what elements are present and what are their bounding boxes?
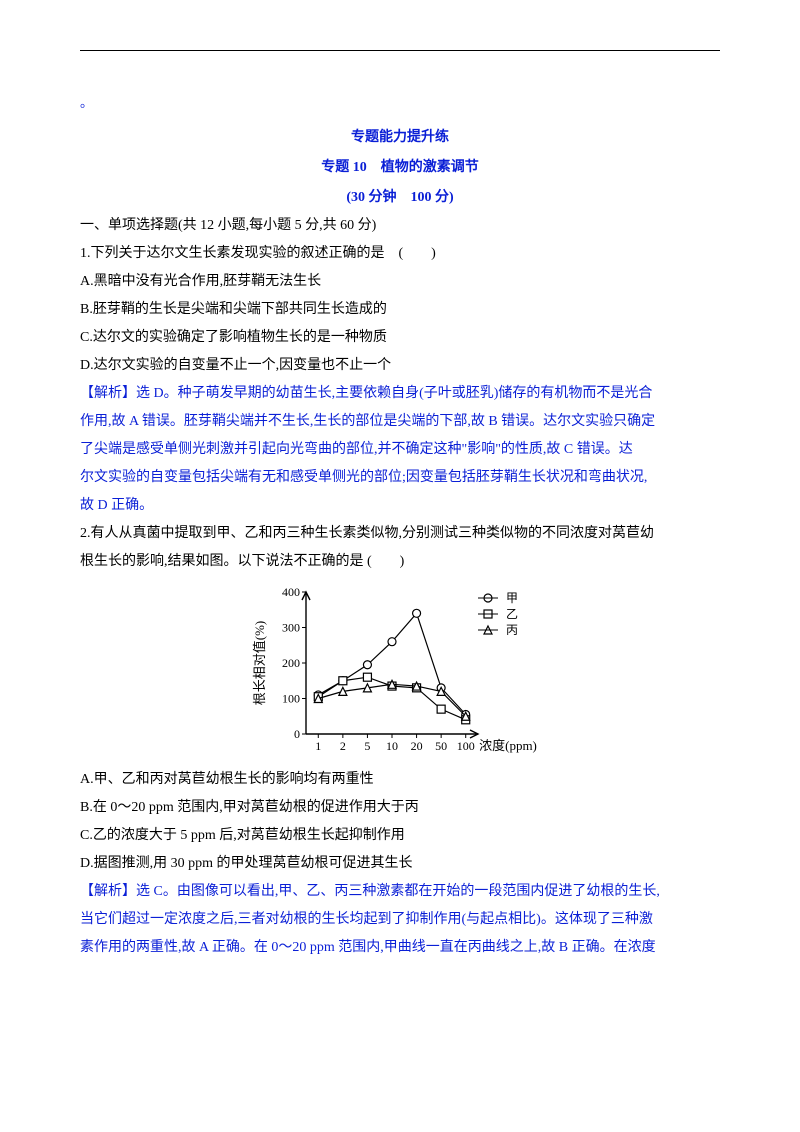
svg-text:20: 20 — [411, 739, 423, 753]
svg-text:0: 0 — [294, 727, 300, 741]
title-main: 专题能力提升练 — [80, 124, 720, 152]
q1-analysis-1: 【解析】选 D。种子萌发早期的幼苗生长,主要依赖自身(子叶或胚乳)储存的有机物而… — [80, 380, 720, 408]
section-head: 一、单项选择题(共 12 小题,每小题 5 分,共 60 分) — [80, 212, 720, 240]
svg-text:400: 400 — [282, 585, 300, 599]
q2-c: C.乙的浓度大于 5 ppm 后,对莴苣幼根生长起抑制作用 — [80, 822, 720, 850]
svg-text:100: 100 — [282, 692, 300, 706]
svg-text:2: 2 — [340, 739, 346, 753]
q2-b: B.在 0～20 ppm 范围内,甲对莴苣幼根的促进作用大于丙 — [80, 794, 720, 822]
q1-analysis-4: 尔文实验的自变量包括尖端有无和感受单侧光的部位;因变量包括胚芽鞘生长状况和弯曲状… — [80, 464, 720, 492]
line-chart: 0 100 200 300 400 1 2 5 10 20 50 100 根长相对值(%) 浓度(ppm)… — [250, 582, 550, 762]
svg-text:200: 200 — [282, 656, 300, 670]
q1-b: B.胚芽鞘的生长是尖端和尖端下部共同生长造成的 — [80, 296, 720, 324]
svg-text:丙: 丙 — [506, 623, 518, 637]
svg-text:10: 10 — [386, 739, 398, 753]
svg-text:1: 1 — [315, 739, 321, 753]
q1-c: C.达尔文的实验确定了影响植物生长的是一种物质 — [80, 324, 720, 352]
q2-analysis-1: 【解析】选 C。由图像可以看出,甲、乙、丙三种激素都在开始的一段范围内促进了幼根… — [80, 878, 720, 906]
q1-stem: 1.下列关于达尔文生长素发现实验的叙述正确的是 ( ) — [80, 240, 720, 268]
q2-a: A.甲、乙和丙对莴苣幼根生长的影响均有两重性 — [80, 766, 720, 794]
q1-analysis-2: 作用,故 A 错误。胚芽鞘尖端并不生长,生长的部位是尖端的下部,故 B 错误。达… — [80, 408, 720, 436]
q2-analysis-2: 当它们超过一定浓度之后,三者对幼根的生长均起到了抑制作用(与起点相比)。这体现了… — [80, 906, 720, 934]
svg-text:50: 50 — [435, 739, 447, 753]
svg-text:根长相对值(%): 根长相对值(%) — [252, 621, 267, 706]
svg-text:甲: 甲 — [506, 591, 518, 605]
title-time: (30 分钟 100 分) — [80, 184, 720, 212]
q2-stem-1: 2.有人从真菌中提取到甲、乙和丙三种生长素类似物,分别测试三种类似物的不同浓度对… — [80, 520, 720, 548]
svg-text:乙: 乙 — [506, 607, 518, 621]
svg-text:5: 5 — [364, 739, 370, 753]
svg-text:100: 100 — [457, 739, 475, 753]
q2-stem-2: 根生长的影响,结果如图。以下说法不正确的是 ( ) — [80, 548, 720, 576]
svg-text:300: 300 — [282, 621, 300, 635]
q1-a: A.黑暗中没有光合作用,胚芽鞘无法生长 — [80, 268, 720, 296]
top-rule — [80, 50, 720, 51]
header-mark: 。 — [80, 90, 720, 116]
q1-analysis-3: 了尖端是感受单侧光刺激并引起向光弯曲的部位,并不确定这种"影响"的性质,故 C … — [80, 436, 720, 464]
q1-d: D.达尔文实验的自变量不止一个,因变量也不止一个 — [80, 352, 720, 380]
q2-analysis-3: 素作用的两重性,故 A 正确。在 0～20 ppm 范围内,甲曲线一直在丙曲线之… — [80, 934, 720, 962]
q1-analysis-5: 故 D 正确。 — [80, 492, 720, 520]
svg-text:浓度(ppm): 浓度(ppm) — [479, 738, 537, 753]
chart-container: 0 100 200 300 400 1 2 5 10 20 50 100 根长相对值(%) 浓度(ppm)… — [80, 582, 720, 762]
q2-d: D.据图推测,用 30 ppm 的甲处理莴苣幼根可促进其生长 — [80, 850, 720, 878]
title-sub: 专题 10 植物的激素调节 — [80, 154, 720, 182]
